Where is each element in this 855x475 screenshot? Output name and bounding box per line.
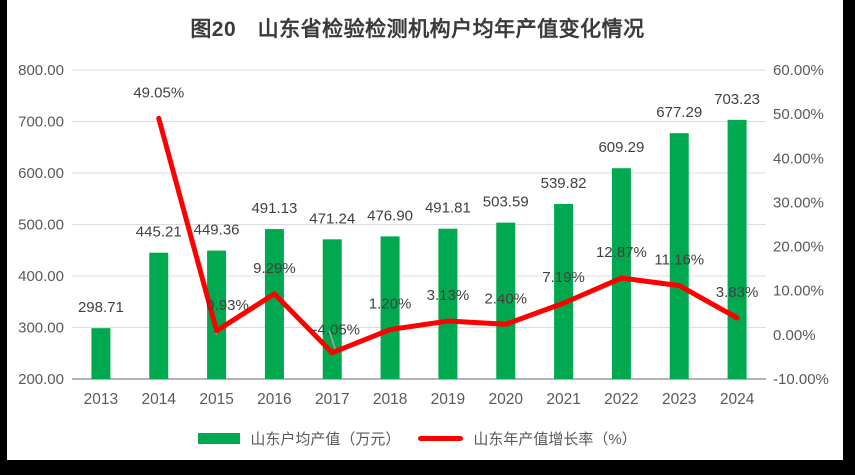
right-axis-tick-label: 50.00% bbox=[773, 106, 824, 123]
bar-2018 bbox=[380, 236, 400, 379]
bar-2015 bbox=[207, 250, 227, 379]
bar-2014 bbox=[149, 252, 169, 379]
line-value-label: -4.05% bbox=[312, 322, 360, 339]
x-axis-year-label: 2022 bbox=[604, 391, 638, 408]
right-axis-tick-label: 60.00% bbox=[773, 62, 824, 79]
growth-rate-line bbox=[156, 115, 740, 356]
bar-value-label: 539.82 bbox=[541, 175, 587, 192]
letterbox-left-edge bbox=[0, 0, 7, 475]
left-axis-tick-label: 300.00 bbox=[18, 320, 64, 337]
letterbox-right-edge bbox=[843, 0, 855, 475]
x-axis-year-label: 2017 bbox=[315, 391, 349, 408]
bar-value-label: 471.24 bbox=[309, 210, 355, 227]
bar-2023 bbox=[669, 133, 689, 379]
bar-2019 bbox=[438, 228, 458, 379]
x-axis-year-label: 2020 bbox=[489, 391, 524, 408]
left-axis-tick-label: 400.00 bbox=[18, 268, 64, 285]
legend-line-label: 山东年产值增长率（%） bbox=[473, 430, 637, 448]
x-axis-year-label: 2021 bbox=[546, 391, 580, 408]
legend-bar-swatch bbox=[198, 432, 241, 444]
x-axis-year-label: 2019 bbox=[431, 391, 465, 408]
line-value-label: 1.20% bbox=[369, 296, 412, 313]
line-value-label: 3.83% bbox=[716, 284, 759, 301]
x-axis-year-label: 2018 bbox=[373, 391, 407, 408]
bar-value-label: 449.36 bbox=[194, 222, 240, 239]
line-value-label: 2.40% bbox=[484, 290, 527, 307]
x-axis-year-label: 2013 bbox=[84, 391, 118, 408]
bar-2022 bbox=[611, 168, 631, 379]
line-value-label: 3.13% bbox=[427, 287, 470, 304]
x-axis-year-label: 2016 bbox=[257, 391, 291, 408]
bar-value-label: 503.59 bbox=[483, 194, 529, 211]
right-axis-tick-label: 0.00% bbox=[773, 327, 816, 344]
left-axis-tick-label: 500.00 bbox=[18, 217, 64, 234]
right-axis-tick-label: 20.00% bbox=[773, 239, 824, 256]
chart-title: 图20 山东省检验检测机构户均年产值变化情况 bbox=[190, 18, 645, 41]
bar-value-label: 476.90 bbox=[367, 207, 413, 224]
letterbox-bottom-edge bbox=[0, 460, 855, 475]
bar-value-label: 491.13 bbox=[251, 200, 297, 217]
bar-value-label: 609.29 bbox=[598, 139, 644, 156]
legend-bar-label: 山东户均产值（万元） bbox=[250, 430, 401, 448]
bar-2016 bbox=[264, 229, 284, 379]
bar-value-label: 703.23 bbox=[714, 91, 760, 108]
x-axis-year-label: 2014 bbox=[142, 391, 177, 408]
x-axis-year-label: 2023 bbox=[662, 391, 696, 408]
line-value-label: 0.93% bbox=[206, 297, 249, 314]
right-axis-tick-label: 30.00% bbox=[773, 194, 824, 211]
bar-value-label: 298.71 bbox=[78, 299, 124, 316]
right-axis-tick-label: 40.00% bbox=[773, 150, 824, 167]
x-axis-year-label: 2015 bbox=[199, 391, 233, 408]
bar-2021 bbox=[554, 203, 574, 379]
left-axis-tick-label: 200.00 bbox=[18, 371, 64, 388]
bar-2020 bbox=[496, 222, 516, 379]
x-axis-year-label: 2024 bbox=[720, 391, 755, 408]
left-axis-tick-label: 600.00 bbox=[18, 165, 64, 182]
left-axis-tick-label: 700.00 bbox=[18, 114, 64, 131]
bar-2013 bbox=[91, 328, 111, 379]
line-value-label: 7.19% bbox=[542, 269, 585, 286]
line-value-label: 9.29% bbox=[253, 260, 296, 277]
line-value-label: 11.16% bbox=[654, 252, 704, 269]
legend-line-swatch bbox=[418, 435, 464, 441]
bar-2024 bbox=[727, 119, 747, 379]
legend: 山东户均产值（万元） 山东年产值增长率（%） bbox=[72, 428, 763, 448]
right-axis-tick-label: -10.00% bbox=[773, 371, 829, 388]
bar-value-label: 445.21 bbox=[136, 224, 182, 241]
bar-value-label: 491.81 bbox=[425, 200, 471, 217]
bar-2017 bbox=[322, 239, 342, 379]
line-value-label: 49.05% bbox=[133, 84, 184, 101]
left-axis-tick-label: 800.00 bbox=[18, 62, 64, 79]
right-axis-tick-label: 10.00% bbox=[773, 283, 824, 300]
bar-value-label: 677.29 bbox=[656, 104, 702, 121]
line-value-label: 12.87% bbox=[596, 244, 647, 261]
label-leader-line bbox=[328, 330, 336, 349]
